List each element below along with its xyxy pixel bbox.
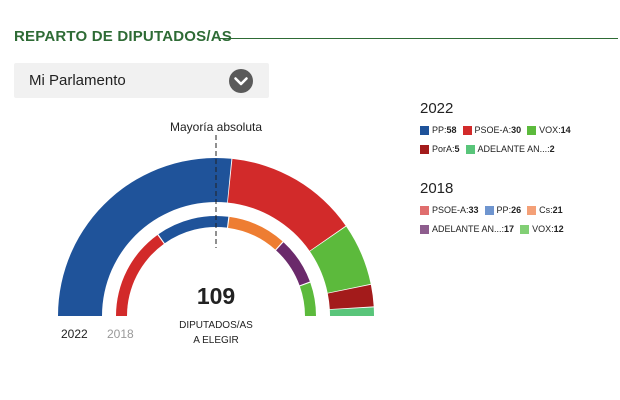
legend-2022: 2022 PP:58 PSOE-A:30 VOX:14 PorA:5 ADELANTE … <box>420 100 620 163</box>
legend-separator: : <box>444 125 447 135</box>
total-seats: 109 <box>197 283 235 309</box>
legend-year: 2018 <box>420 180 454 197</box>
seat-arc-2022-adelante-an <box>329 307 374 316</box>
legend-item-vox: VOX:12 <box>520 224 564 234</box>
legend-swatch <box>527 205 537 215</box>
legend-swatch <box>420 144 429 154</box>
chevron-down-icon[interactable] <box>229 69 253 93</box>
legend-swatch <box>465 144 475 154</box>
legend-separator: : <box>501 224 505 234</box>
legend-party-name: Cs <box>539 205 551 215</box>
legend-separator: : <box>558 125 561 135</box>
legend-swatch <box>420 205 429 215</box>
legend-party-name: PP <box>496 205 509 215</box>
legend-seat-count: 17 <box>504 224 515 234</box>
parliament-selector[interactable]: Mi Parlamento <box>14 63 269 98</box>
legend-party-name: PP <box>432 125 445 135</box>
seat-arc-2022-pora <box>327 284 374 310</box>
parliament-selector-value: Mi Parlamento <box>29 72 126 89</box>
legend-party-name: ADELANTE AN... <box>432 224 502 234</box>
legend-items: PP:58 PSOE-A:30 VOX:14 PorA:5 ADELANTE AN...… <box>420 125 620 163</box>
seat-arc-2022-psoe-a <box>227 158 346 251</box>
legend-swatch <box>420 125 429 135</box>
legend-item-psoe-a: PSOE-A:30 <box>462 125 522 135</box>
parliament-chart: Mayoría absoluta 109 DIPUTADOS/AS A ELEG… <box>58 120 374 346</box>
legend-item-cs: Cs:21 <box>527 205 563 215</box>
legend-seat-count: 14 <box>560 125 571 135</box>
section-header: REPARTO DE DIPUTADOS/AS <box>14 28 618 50</box>
seat-arc-2018-adelante-an <box>276 242 310 286</box>
legend-separator: : <box>508 125 512 135</box>
series-label-2022: 2022 <box>61 327 88 341</box>
section-title: REPARTO DE DIPUTADOS/AS <box>14 28 232 45</box>
legend-swatch <box>462 125 472 135</box>
legend-seat-count: 58 <box>446 125 457 135</box>
legend-separator: : <box>508 205 512 215</box>
legend-seat-count: 30 <box>511 125 522 135</box>
legend-separator: : <box>550 205 553 215</box>
seat-arc-2018-vox <box>299 282 316 316</box>
seat-arc-2018-cs <box>228 216 283 250</box>
legend-item-adelante-an: ADELANTE AN...:17 <box>420 224 514 234</box>
legend-item-adelante-an: ADELANTE AN...:2 <box>465 144 555 154</box>
legend-seat-count: 26 <box>511 205 522 215</box>
legend-item-pora: PorA:5 <box>420 144 460 154</box>
legend-seat-count: 21 <box>552 205 563 215</box>
total-label-line2: A ELEGIR <box>193 335 239 346</box>
majority-label: Mayoría absoluta <box>170 120 262 134</box>
legend-2018: 2018 PSOE-A:33 PP:26 Cs:21 ADELANTE AN...:1… <box>420 180 620 243</box>
legend-item-psoe-a: PSOE-A:33 <box>420 205 479 215</box>
legend-party-name: PorA <box>432 144 453 154</box>
legend-items: PSOE-A:33 PP:26 Cs:21 ADELANTE AN...:17 VOX:… <box>420 205 620 243</box>
legend-party-name: VOX <box>532 224 552 234</box>
series-2022-arcs <box>58 158 374 316</box>
legend-seat-count: 33 <box>468 205 479 215</box>
legend-party-name: VOX <box>539 125 559 135</box>
seat-arc-2022-vox <box>309 226 371 293</box>
legend-year: 2022 <box>420 100 454 117</box>
legend-party-name: PSOE-A <box>474 125 509 135</box>
legend-swatch <box>520 224 530 234</box>
legend-swatch <box>420 224 429 234</box>
seat-arc-2018-pp <box>158 216 229 244</box>
legend-item-vox: VOX:14 <box>527 125 571 135</box>
legend-separator: : <box>452 144 455 154</box>
legend-seat-count: 12 <box>553 224 564 234</box>
legend-party-name: PSOE-A <box>432 205 467 215</box>
legend-separator: : <box>547 144 550 154</box>
legend-seat-count: 5 <box>454 144 460 154</box>
legend-swatch <box>527 125 537 135</box>
legend-party-name: ADELANTE AN... <box>477 144 548 154</box>
seat-arc-2018-psoe-a <box>116 234 164 316</box>
legend-item-pp: PP:58 <box>420 125 457 135</box>
seat-arc-2022-pp <box>58 158 232 316</box>
header-divider <box>220 38 618 39</box>
legend-swatch <box>484 205 494 215</box>
series-2018-arcs <box>116 216 316 316</box>
legend-separator: : <box>466 205 469 215</box>
series-label-2018: 2018 <box>107 327 134 341</box>
total-label-line1: DIPUTADOS/AS <box>179 320 253 331</box>
legend-separator: : <box>551 224 554 234</box>
legend-item-pp: PP:26 <box>484 205 522 215</box>
legend-seat-count: 2 <box>549 144 555 154</box>
